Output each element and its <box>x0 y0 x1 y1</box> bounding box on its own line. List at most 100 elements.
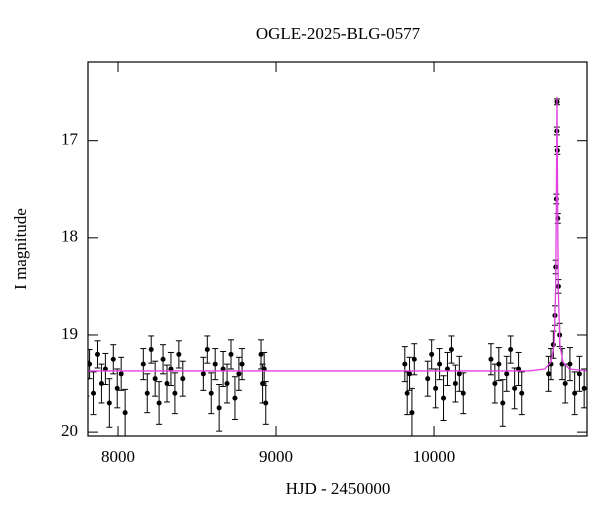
point <box>168 366 174 372</box>
data-point <box>428 339 435 370</box>
point <box>488 356 494 362</box>
data-point <box>444 351 451 386</box>
point <box>156 400 162 406</box>
point <box>409 410 415 416</box>
data-point <box>220 350 227 387</box>
data-point <box>122 388 129 436</box>
data-point <box>156 381 163 425</box>
data-point <box>491 363 498 404</box>
point <box>176 351 182 357</box>
data-point <box>576 355 583 392</box>
point <box>94 351 100 357</box>
data-point <box>566 347 573 382</box>
point <box>261 366 267 372</box>
point <box>106 400 112 406</box>
point <box>110 356 116 362</box>
point <box>576 371 582 377</box>
data-point <box>262 381 269 425</box>
point <box>114 385 120 391</box>
point <box>91 390 97 396</box>
plot-frame <box>87 61 588 437</box>
data-point <box>235 356 242 391</box>
data-point <box>499 379 506 427</box>
data-point <box>160 344 167 375</box>
point <box>228 351 234 357</box>
point <box>407 371 413 377</box>
data-point <box>114 368 121 409</box>
point <box>200 371 206 377</box>
data-point <box>106 378 113 428</box>
point <box>216 405 222 411</box>
point <box>460 390 466 396</box>
model-line <box>88 96 587 372</box>
data-point <box>144 373 151 414</box>
y-tick-label: 18 <box>61 227 78 246</box>
data-point <box>88 349 93 380</box>
point <box>180 376 186 382</box>
data-point <box>140 348 147 381</box>
point <box>122 410 128 416</box>
point <box>402 361 408 367</box>
data-point <box>408 387 415 436</box>
point <box>224 381 230 387</box>
point <box>88 361 93 367</box>
data-point <box>411 343 418 376</box>
point <box>562 381 568 387</box>
data-point <box>515 351 522 386</box>
data-point <box>503 355 510 392</box>
data-point <box>239 348 246 381</box>
chart-title: OGLE-2025-BLG-0577 <box>256 24 421 43</box>
data-point <box>152 360 159 397</box>
data-point <box>511 367 518 410</box>
point <box>496 361 502 367</box>
data-point <box>460 372 467 415</box>
point <box>500 400 506 406</box>
point <box>148 347 154 353</box>
data-point <box>562 363 569 404</box>
point <box>164 381 170 387</box>
point <box>516 366 522 372</box>
point <box>508 347 514 353</box>
point <box>172 390 178 396</box>
data-point <box>231 376 238 420</box>
data-point <box>401 346 408 383</box>
point <box>239 361 245 367</box>
data-point <box>571 371 578 416</box>
data-point <box>228 339 235 370</box>
point <box>572 390 578 396</box>
data-point <box>148 335 155 364</box>
y-tick-label: 17 <box>61 130 79 149</box>
data-point <box>110 344 117 375</box>
point <box>102 366 108 372</box>
point <box>425 376 431 382</box>
point <box>160 356 166 362</box>
point <box>512 385 518 391</box>
data-point <box>94 340 101 369</box>
point <box>140 361 146 367</box>
point <box>220 366 226 372</box>
point <box>98 381 104 387</box>
data-point <box>436 348 443 381</box>
data-point <box>204 335 211 364</box>
point <box>452 381 458 387</box>
data-point <box>175 340 182 369</box>
data-point <box>581 368 587 409</box>
point <box>504 371 510 377</box>
data-point <box>167 351 174 386</box>
data-point <box>495 347 502 382</box>
point <box>411 356 417 362</box>
data-point <box>164 364 171 403</box>
data-point <box>171 372 178 415</box>
data-point <box>448 335 455 364</box>
point <box>263 400 269 406</box>
data-point <box>507 335 514 364</box>
point <box>546 371 552 377</box>
data-point <box>456 355 463 392</box>
data-point <box>208 372 215 415</box>
y-tick-label: 19 <box>61 324 78 343</box>
data-point <box>200 356 207 391</box>
y-axis-label: I magnitude <box>11 208 30 290</box>
point <box>448 347 454 353</box>
data-point <box>440 375 447 421</box>
